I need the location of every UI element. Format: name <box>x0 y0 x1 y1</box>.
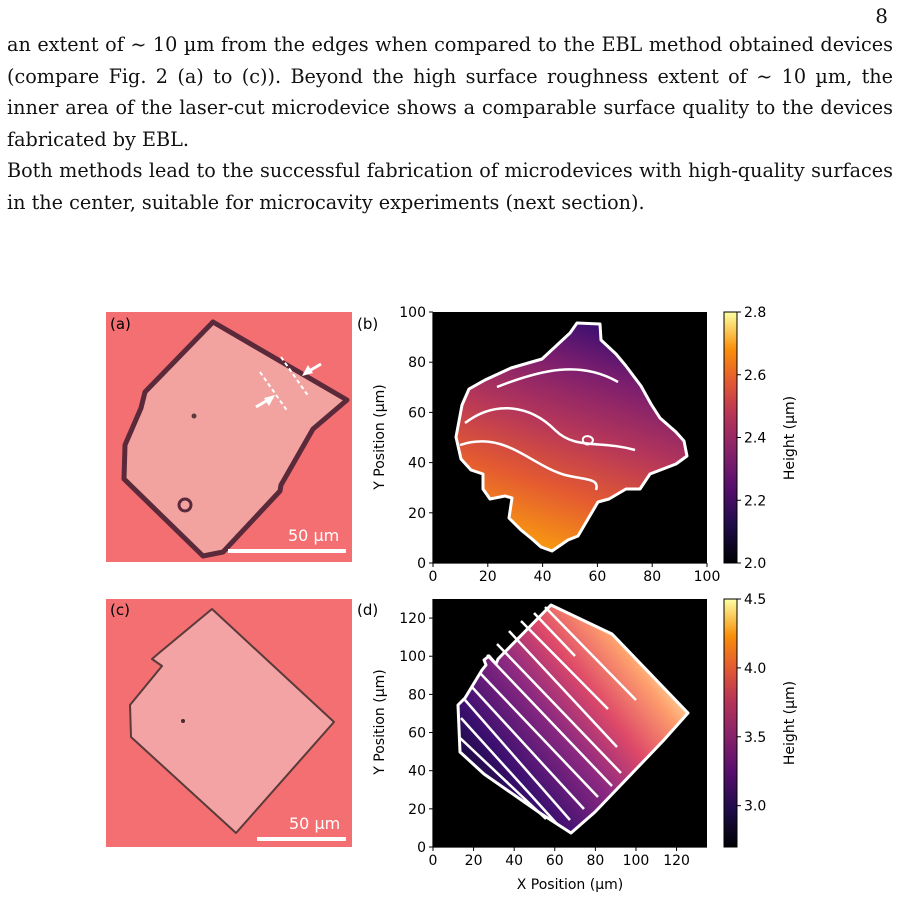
contour-line <box>464 699 571 821</box>
x-tick-label: 0 <box>429 853 438 869</box>
page-number: 8 <box>875 4 888 28</box>
y-axis-title-d: Y Position (µm) <box>372 669 388 775</box>
colorbar-tick-label: 4.0 <box>744 661 766 677</box>
contour-lines-d <box>458 606 637 825</box>
colorbar-d <box>723 598 738 848</box>
scale-bar-a <box>228 549 346 553</box>
colorbar-tick-label: 2.4 <box>744 431 766 447</box>
defect-circle <box>177 497 193 513</box>
colorbar-tick-label: 3.0 <box>744 799 766 815</box>
x-tick-label: 120 <box>663 853 690 869</box>
y-tick-label: 20 <box>408 506 426 522</box>
colorbar-ticks-b: 2.0 2.2 2.4 2.6 2.8 <box>737 305 766 572</box>
panel-d: 0 20 40 60 80 100 120 0 20 40 60 80 100 120 Y Positio… <box>372 592 798 893</box>
x-tick-label: 0 <box>429 569 438 585</box>
colorbar-ticks-d: 3.0 3.5 4.0 4.5 <box>737 592 766 815</box>
contour-line <box>496 643 622 774</box>
colorbar-b <box>723 311 738 564</box>
y-tick-label: 20 <box>408 802 426 818</box>
y-tick-label: 40 <box>408 456 426 472</box>
panel-a: 50 µm <box>106 312 352 562</box>
y-tick-label: 60 <box>408 405 426 421</box>
contour-line <box>458 736 547 820</box>
body-text: an extent of ∼ 10 µm from the edges when… <box>7 29 893 218</box>
y-axis-title-b: Y Position (µm) <box>372 384 388 490</box>
scale-bar-c <box>257 837 346 841</box>
contour-line <box>496 368 619 389</box>
ebl-device <box>129 608 335 834</box>
panel-label-a: (a) <box>110 315 131 333</box>
x-tick-label: 100 <box>623 853 650 869</box>
y-tick-label: 40 <box>408 764 426 780</box>
x-tick-label: 40 <box>534 569 552 585</box>
y-tick-label: 80 <box>408 687 426 703</box>
panel-label-c: (c) <box>110 601 130 619</box>
colorbar-tick-label: 2.8 <box>744 305 766 321</box>
x-tick-label: 20 <box>479 569 497 585</box>
scale-label-a: 50 µm <box>288 526 339 545</box>
contour-line <box>460 717 558 825</box>
laser-cut-device <box>121 319 350 559</box>
x-tick-label: 60 <box>546 853 564 869</box>
contour-line <box>520 620 609 710</box>
contour-loop <box>581 435 594 446</box>
colorbar-title-d: Height (µm) <box>782 681 798 765</box>
x-tick-label: 60 <box>588 569 606 585</box>
y-tick-label: 0 <box>417 556 426 572</box>
contour-line <box>544 606 637 701</box>
x-tick-label: 80 <box>586 853 604 869</box>
x-axis-title-d: X Position (µm) <box>517 877 623 893</box>
contour-line <box>459 440 598 491</box>
contour-line <box>470 685 585 810</box>
y-tick-label: 80 <box>408 355 426 371</box>
colorbar-tick-label: 2.0 <box>744 556 766 572</box>
defect-dot-c <box>181 719 185 723</box>
colorbar-tick-label: 4.5 <box>744 592 766 608</box>
defect-dot <box>191 413 197 419</box>
edge-boundary-line <box>280 356 310 398</box>
panel-label-b: (b) <box>357 315 379 333</box>
y-tick-label: 0 <box>417 840 426 856</box>
contour-line <box>464 406 636 452</box>
colorbar-tick-label: 2.6 <box>744 368 766 384</box>
x-tick-label: 40 <box>505 853 523 869</box>
roughness-boundary-line <box>259 371 289 413</box>
colorbar-title-b: Height (µm) <box>782 396 798 480</box>
scale-label-c: 50 µm <box>289 814 340 833</box>
y-tick-label: 60 <box>408 726 426 742</box>
ticks-b: 0 20 40 60 80 100 0 20 40 60 80 100 <box>399 305 720 585</box>
y-tick-label: 100 <box>399 305 426 321</box>
x-tick-label: 80 <box>643 569 661 585</box>
ticks-d: 0 20 40 60 80 100 120 0 20 40 60 80 100 120 <box>399 611 690 869</box>
y-tick-label: 100 <box>399 649 426 665</box>
colorbar-tick-label: 3.5 <box>744 730 766 746</box>
arrow-left-head <box>264 395 275 406</box>
contour-line <box>486 654 613 787</box>
paragraph-1: an extent of ∼ 10 µm from the edges when… <box>7 33 893 151</box>
contour-line <box>508 630 618 748</box>
panel-c: 50 µm <box>106 599 352 847</box>
contour-line <box>533 612 576 657</box>
panel-label-d: (d) <box>357 601 379 619</box>
contour-line <box>479 672 599 798</box>
x-tick-label: 20 <box>465 853 483 869</box>
x-tick-label: 100 <box>694 569 721 585</box>
colorbar-tick-label: 2.2 <box>744 493 766 509</box>
panel-b: 0 20 40 60 80 100 0 20 40 60 80 100 Y Position (µm)… <box>372 305 798 585</box>
arrow-right-head <box>302 365 313 376</box>
y-tick-label: 120 <box>399 611 426 627</box>
paragraph-2: Both methods lead to the successful fabr… <box>7 159 893 214</box>
